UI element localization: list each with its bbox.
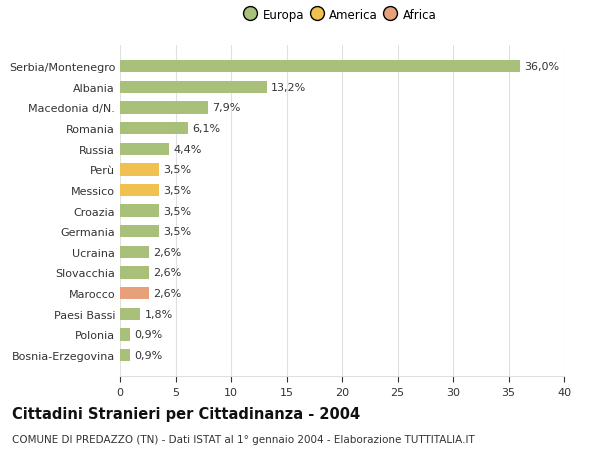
Bar [120, 267, 149, 279]
Text: 6,1%: 6,1% [192, 124, 220, 134]
Text: Cittadini Stranieri per Cittadinanza - 2004: Cittadini Stranieri per Cittadinanza - 2… [12, 406, 360, 421]
Bar [120, 287, 149, 300]
Bar [120, 349, 130, 361]
Text: 36,0%: 36,0% [524, 62, 559, 72]
Bar [120, 225, 159, 238]
Bar [120, 308, 140, 320]
Text: 2,6%: 2,6% [154, 247, 182, 257]
Text: 7,9%: 7,9% [212, 103, 241, 113]
Text: 13,2%: 13,2% [271, 83, 306, 93]
Text: 0,9%: 0,9% [134, 350, 163, 360]
Bar [120, 102, 208, 114]
Text: COMUNE DI PREDAZZO (TN) - Dati ISTAT al 1° gennaio 2004 - Elaborazione TUTTITALI: COMUNE DI PREDAZZO (TN) - Dati ISTAT al … [12, 434, 475, 444]
Bar [120, 246, 149, 258]
Bar [120, 143, 169, 156]
Bar [120, 164, 159, 176]
Bar [120, 329, 130, 341]
Bar [120, 205, 159, 217]
Text: 1,8%: 1,8% [145, 309, 173, 319]
Text: 2,6%: 2,6% [154, 268, 182, 278]
Text: 3,5%: 3,5% [163, 206, 191, 216]
Bar [120, 61, 520, 73]
Text: 4,4%: 4,4% [173, 145, 202, 154]
Text: 3,5%: 3,5% [163, 227, 191, 237]
Text: 0,9%: 0,9% [134, 330, 163, 340]
Bar [120, 185, 159, 197]
Legend: Europa, America, Africa: Europa, America, Africa [248, 9, 436, 22]
Bar [120, 82, 266, 94]
Text: 3,5%: 3,5% [163, 165, 191, 175]
Bar [120, 123, 188, 135]
Text: 2,6%: 2,6% [154, 288, 182, 298]
Text: 3,5%: 3,5% [163, 185, 191, 196]
